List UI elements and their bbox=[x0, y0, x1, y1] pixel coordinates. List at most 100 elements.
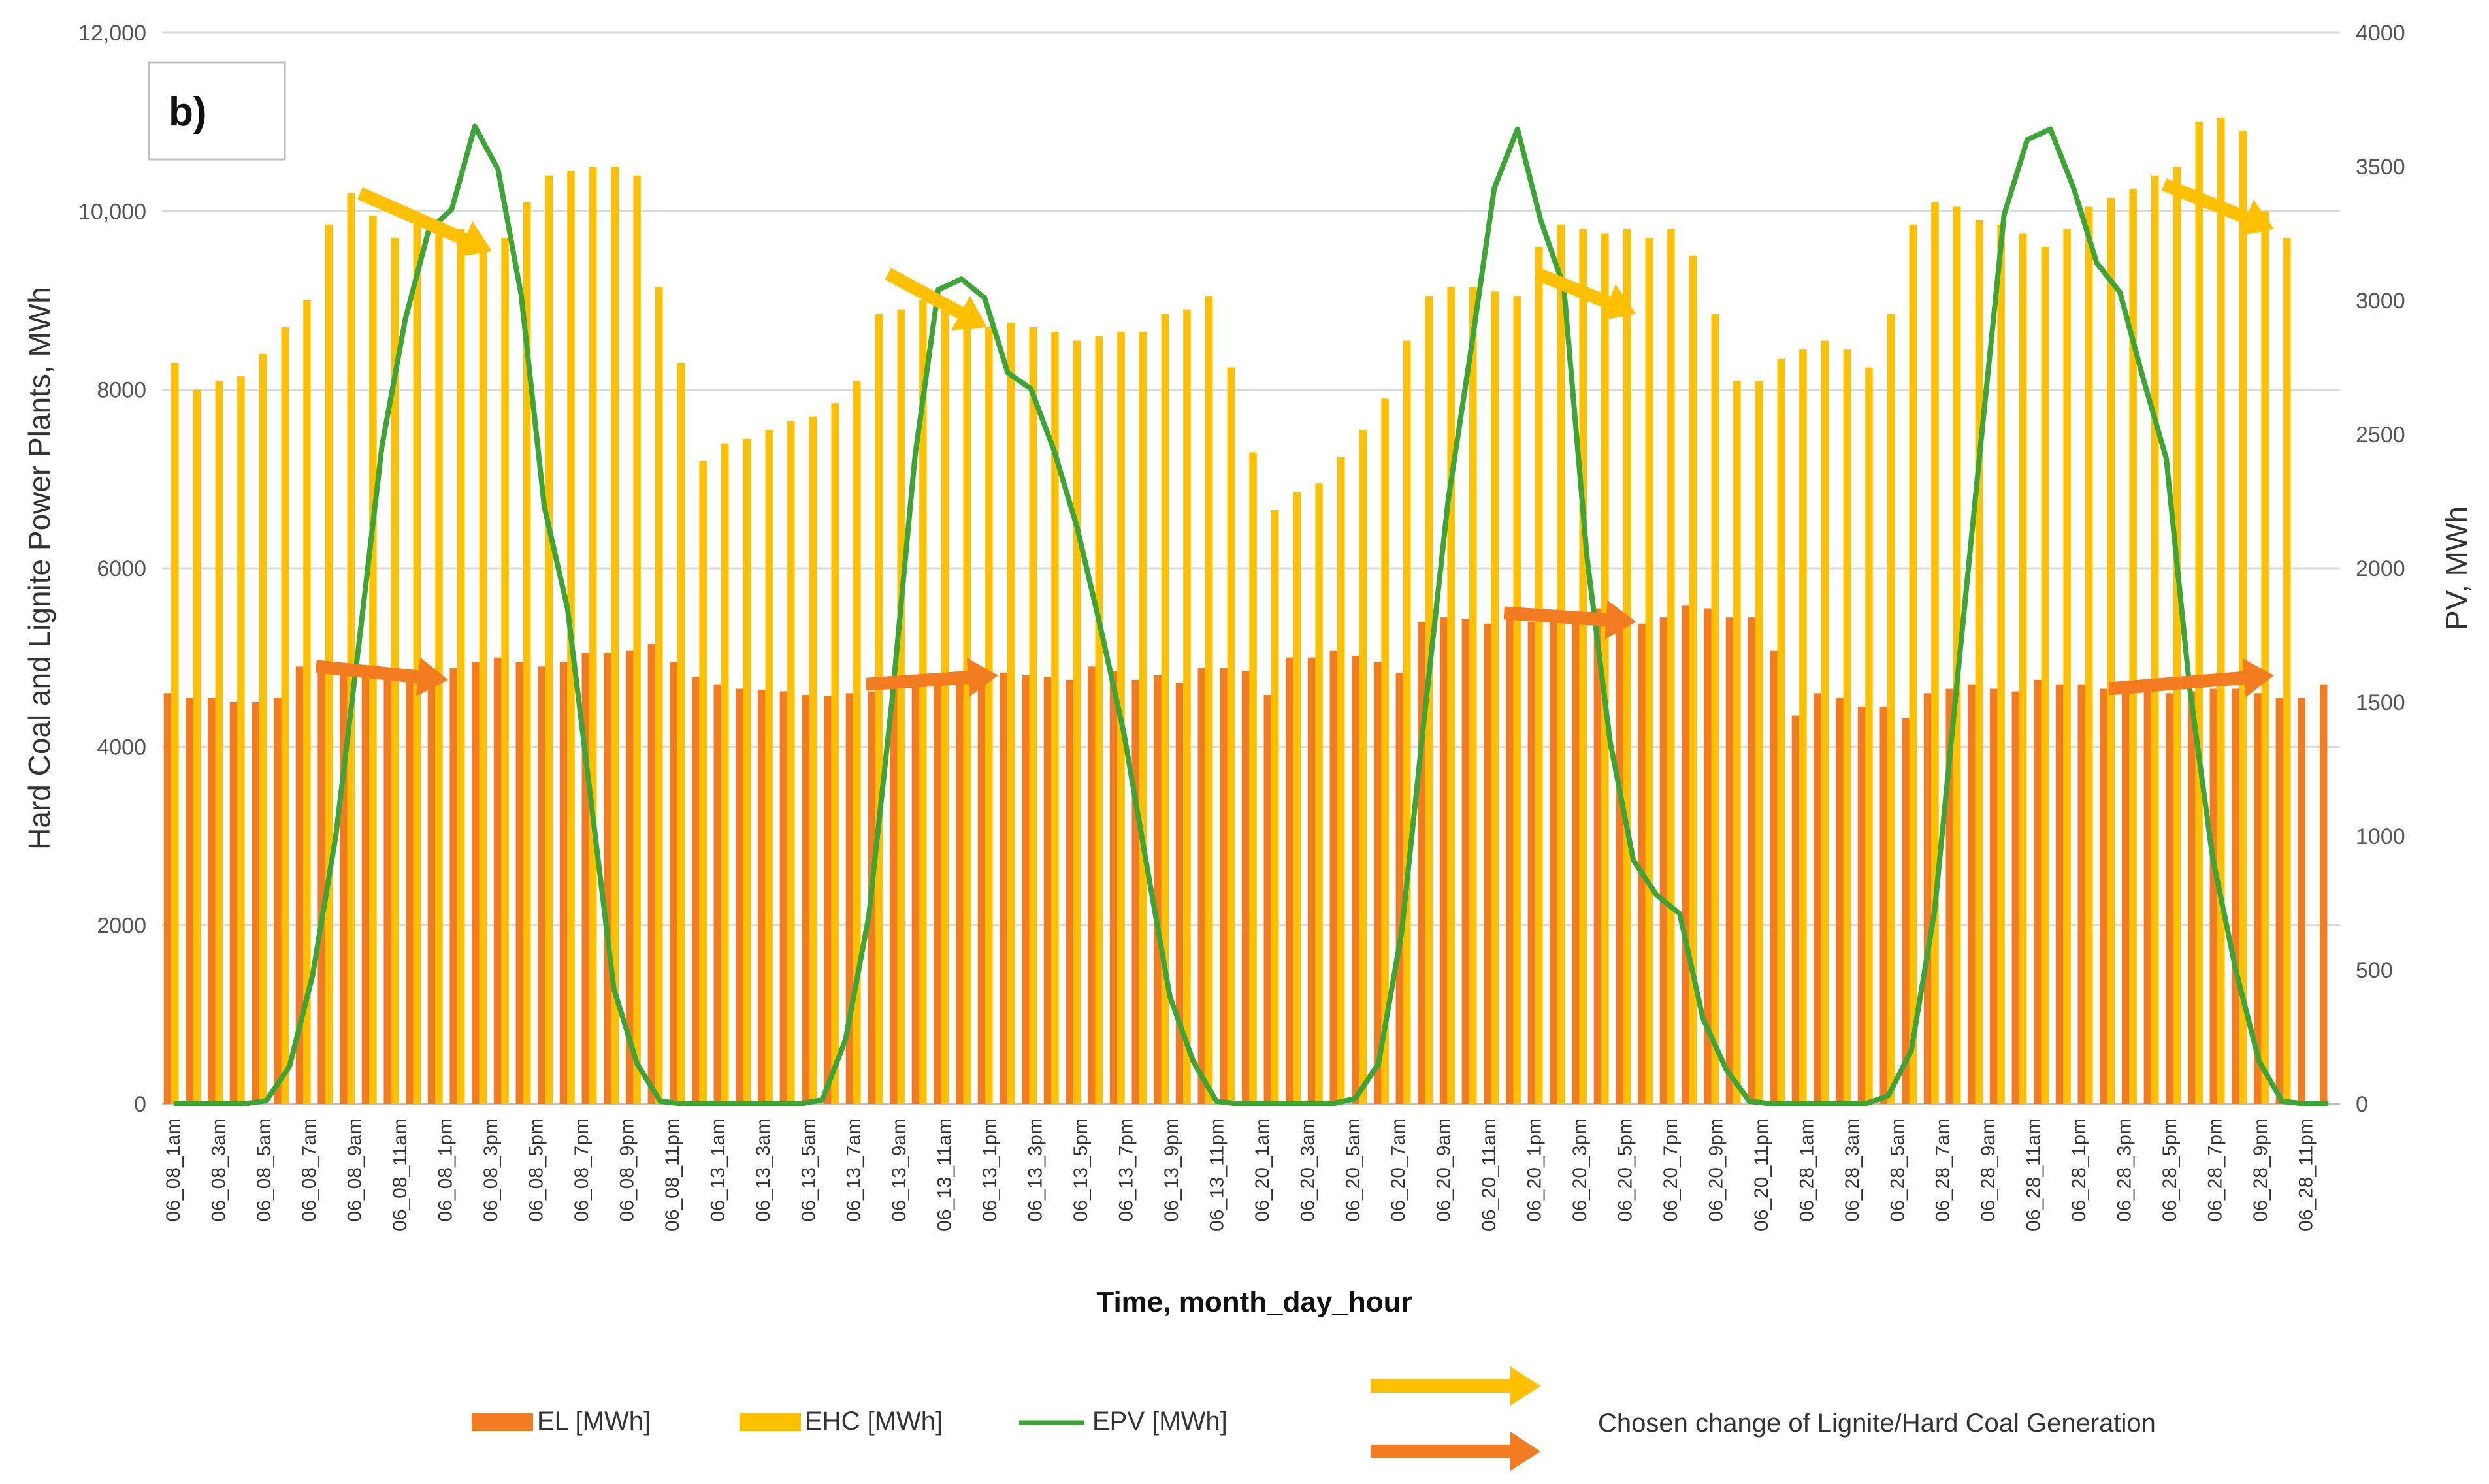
el-bar bbox=[802, 695, 809, 1104]
x-tick-label: 06_28_9pm bbox=[2250, 1118, 2271, 1221]
orange-arrow-head bbox=[1604, 600, 1636, 639]
el-bar bbox=[2121, 686, 2130, 1104]
ehc-bar bbox=[1799, 349, 1807, 1104]
el-bar bbox=[1000, 672, 1007, 1104]
el-bar bbox=[1352, 655, 1359, 1104]
x-tick-label: 06_08_3pm bbox=[480, 1118, 502, 1221]
ehc-bar bbox=[1007, 323, 1015, 1105]
y-tick-right-label: 2500 bbox=[2356, 423, 2405, 447]
ehc-bar bbox=[1645, 238, 1653, 1104]
el-bar bbox=[670, 662, 677, 1104]
x-tick-label: 06_08_11am bbox=[389, 1118, 411, 1231]
y-tick-right-label: 4000 bbox=[2356, 21, 2405, 46]
ehc-bar bbox=[1557, 224, 1565, 1104]
ehc-bar bbox=[2151, 175, 2159, 1105]
el-bar bbox=[538, 666, 545, 1104]
el-bar bbox=[713, 684, 722, 1104]
ehc-bar bbox=[435, 220, 443, 1104]
ehc-bar bbox=[1051, 331, 1059, 1104]
ehc-bar bbox=[1887, 314, 1895, 1104]
el-bar bbox=[449, 668, 457, 1104]
x-tick-label: 06_20_11am bbox=[1478, 1118, 1500, 1231]
ehc-bar bbox=[699, 461, 707, 1104]
orange-arrow bbox=[2108, 658, 2274, 698]
x-tick-label: 06_20_11pm bbox=[1751, 1118, 1772, 1231]
el-bar bbox=[2166, 693, 2173, 1104]
ehc-bar bbox=[743, 438, 751, 1104]
y-tick-right-label: 3500 bbox=[2356, 155, 2405, 180]
el-bar bbox=[559, 662, 568, 1104]
ehc-bar bbox=[677, 363, 685, 1104]
ehc-bar bbox=[875, 314, 883, 1104]
el-bar bbox=[1373, 662, 1382, 1104]
x-tick-label: 06_08_9am bbox=[344, 1118, 366, 1221]
el-bar bbox=[1131, 679, 1139, 1104]
ehc-bar bbox=[1315, 483, 1323, 1104]
ehc-bar bbox=[1359, 430, 1367, 1104]
orange-arrow-head bbox=[2242, 658, 2274, 698]
ehc-bar bbox=[1601, 233, 1609, 1104]
el-bar bbox=[2253, 693, 2262, 1104]
ehc-bar bbox=[2107, 197, 2115, 1104]
ehc-bar bbox=[501, 238, 509, 1104]
el-bar bbox=[1263, 695, 1271, 1104]
yellow-arrow-head bbox=[951, 295, 987, 331]
el-bar bbox=[1791, 715, 1800, 1104]
ehc-bar bbox=[1997, 224, 2005, 1104]
ehc-bar bbox=[281, 327, 289, 1104]
orange-arrow-shaft bbox=[865, 671, 969, 691]
ehc-bar bbox=[2063, 229, 2071, 1105]
el-bar bbox=[515, 662, 523, 1104]
el-bar bbox=[977, 677, 986, 1104]
ehc-bar bbox=[1975, 220, 1983, 1104]
x-tick-label: 06_13_3pm bbox=[1025, 1118, 1047, 1221]
ehc-bar bbox=[633, 175, 641, 1105]
el-bar bbox=[1902, 718, 1910, 1104]
el-bar bbox=[1989, 688, 1998, 1104]
ehc-bar bbox=[1403, 340, 1411, 1104]
x-tick-label: 06_20_7pm bbox=[1660, 1118, 1682, 1221]
yellow-arrow-shaft bbox=[1535, 267, 1611, 309]
ehc-bar bbox=[2041, 247, 2049, 1104]
x-tick-label: 06_20_3pm bbox=[1569, 1118, 1591, 1221]
ehc-bar bbox=[1711, 314, 1719, 1104]
x-tick-label: 06_13_3am bbox=[753, 1118, 774, 1221]
ehc-bar bbox=[2173, 167, 2181, 1104]
y-tick-left-label: 10,000 bbox=[78, 199, 146, 224]
el-bar bbox=[604, 653, 611, 1104]
y-tick-left-label: 12,000 bbox=[78, 21, 146, 46]
yellow-arrow bbox=[2161, 178, 2274, 236]
x-tick-label: 06_13_5am bbox=[798, 1118, 819, 1221]
el-bar bbox=[845, 693, 854, 1104]
x-tick-label: 06_08_1pm bbox=[435, 1118, 457, 1221]
el-bar bbox=[252, 702, 259, 1104]
panel-label-box bbox=[148, 61, 286, 161]
x-tick-label: 06_20_5am bbox=[1342, 1118, 1364, 1221]
y-tick-left-label: 6000 bbox=[97, 556, 146, 581]
el-bar bbox=[1088, 666, 1096, 1104]
el-bar bbox=[581, 653, 590, 1104]
ehc-bar bbox=[259, 354, 267, 1104]
ehc-bar bbox=[919, 300, 927, 1104]
ehc-bar bbox=[2129, 189, 2137, 1105]
y-tick-right-label: 2000 bbox=[2356, 556, 2405, 581]
el-bar bbox=[2011, 691, 2019, 1104]
x-tick-label: 06_20_3am bbox=[1297, 1118, 1318, 1221]
el-bar bbox=[1857, 706, 1866, 1104]
ehc-bar bbox=[413, 220, 421, 1104]
ehc-bar bbox=[897, 309, 905, 1105]
el-bar bbox=[340, 675, 348, 1104]
epv-line-group bbox=[173, 123, 2329, 1106]
el-bar bbox=[1616, 617, 1623, 1104]
el-bar bbox=[647, 644, 656, 1104]
el-bar bbox=[1307, 657, 1316, 1104]
ehc-bar bbox=[2085, 206, 2093, 1104]
x-tick-label: 06_28_1pm bbox=[2068, 1118, 2090, 1221]
el-bar bbox=[1461, 619, 1470, 1104]
ehc-bar bbox=[369, 216, 377, 1105]
orange-arrow-shaft bbox=[1503, 606, 1607, 626]
ehc-bar bbox=[1073, 340, 1081, 1104]
ehc-bar bbox=[1623, 229, 1631, 1105]
el-bar bbox=[1527, 622, 1536, 1104]
y-axis-left-title: Hard Coal and Lignite Power Plants, MWh bbox=[22, 287, 56, 850]
